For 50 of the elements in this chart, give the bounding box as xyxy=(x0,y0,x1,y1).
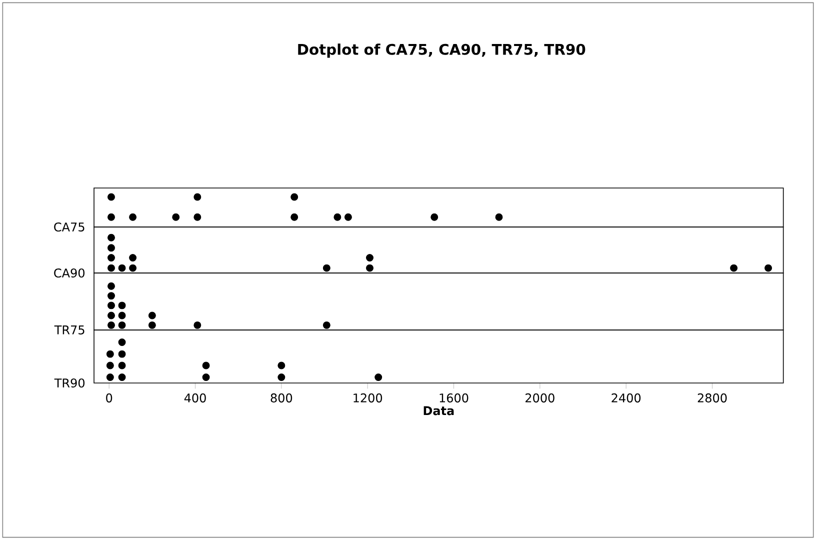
y-axis-title: TR90 xyxy=(54,378,84,388)
point xyxy=(202,362,210,370)
x-tick-label: 0 xyxy=(106,393,112,402)
y-axis-title: CA75 xyxy=(54,222,84,232)
point xyxy=(118,374,126,382)
y-axis-title: CA90 xyxy=(54,268,84,278)
point xyxy=(730,264,738,272)
point xyxy=(118,302,126,310)
point xyxy=(278,362,286,370)
x-tick-label: 1200 xyxy=(354,393,382,402)
x-tick-label: 400 xyxy=(184,393,206,402)
point xyxy=(108,244,115,252)
x-tick-label: 1600 xyxy=(440,393,468,402)
point xyxy=(108,282,115,290)
point xyxy=(129,254,137,262)
point xyxy=(108,321,115,329)
point xyxy=(108,302,115,310)
point xyxy=(106,350,114,358)
point xyxy=(106,374,114,382)
point xyxy=(108,312,115,320)
x-axis-title: Data xyxy=(424,406,454,416)
point xyxy=(194,321,202,329)
point xyxy=(366,254,374,262)
point xyxy=(202,374,210,382)
point xyxy=(108,234,115,242)
point xyxy=(106,362,114,370)
point xyxy=(764,264,772,272)
x-tick-label: 2400 xyxy=(612,393,641,402)
point xyxy=(118,264,126,272)
point xyxy=(148,312,156,320)
point xyxy=(118,350,126,358)
y-axis-title: TR75 xyxy=(54,326,84,334)
point xyxy=(278,374,286,382)
point xyxy=(118,362,126,370)
point xyxy=(148,321,156,329)
point xyxy=(129,264,137,272)
point xyxy=(366,264,374,272)
point xyxy=(118,321,126,329)
point xyxy=(108,292,115,300)
point xyxy=(108,254,115,262)
chart-title: Dotplot of CA75, CA90, TR75, TR90 xyxy=(298,44,586,58)
x-tick-label: 800 xyxy=(270,393,292,402)
point xyxy=(118,338,126,346)
point xyxy=(374,374,382,382)
x-tick-label: 2000 xyxy=(526,393,554,402)
point xyxy=(118,312,126,320)
point xyxy=(322,264,330,272)
point xyxy=(322,321,330,329)
x-tick-label: 2800 xyxy=(698,393,727,402)
point xyxy=(108,264,115,272)
